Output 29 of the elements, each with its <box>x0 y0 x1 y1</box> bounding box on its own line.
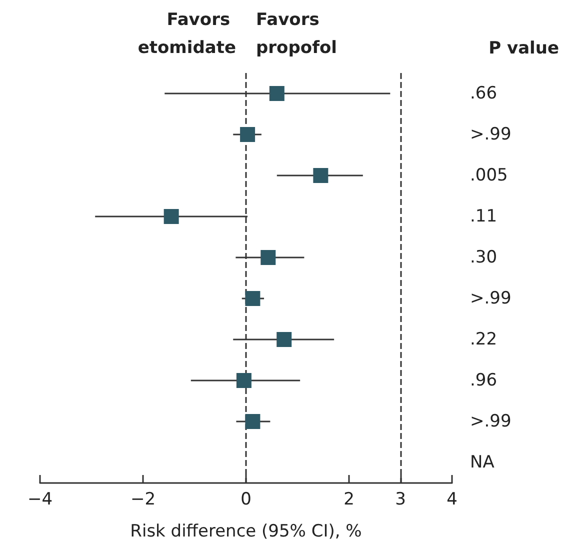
y-tick-label: >.99 <box>470 124 512 144</box>
point <box>260 250 276 265</box>
x-tick-label: 3 <box>395 490 406 510</box>
y-tick-label: NA <box>470 452 495 472</box>
text: Favors etomidate <box>138 10 236 58</box>
x-axis-title: Risk difference (95% CI), % <box>130 522 362 542</box>
point <box>240 127 256 142</box>
point <box>276 332 292 347</box>
y-tick-label: .30 <box>470 248 498 268</box>
point <box>313 168 328 183</box>
y-tick-label: .96 <box>470 370 498 390</box>
x-tick-label: 0 <box>240 490 252 510</box>
x-tick-label: −4 <box>27 490 53 510</box>
y-tick-label: >.99 <box>470 288 512 308</box>
point <box>269 86 284 101</box>
text: Favors propofol <box>256 10 337 58</box>
y-tick-label: .22 <box>470 330 498 350</box>
point <box>164 209 179 224</box>
point <box>245 291 260 306</box>
y-tick-label: .005 <box>470 166 508 186</box>
point <box>236 373 252 388</box>
y-tick-label: .66 <box>470 84 498 104</box>
x-tick-label: −2 <box>130 490 156 510</box>
y-tick-label: >.99 <box>470 412 512 432</box>
y-tick-label: .11 <box>470 206 498 226</box>
x-tick-label: 2 <box>344 490 354 510</box>
y2-axis-title: P value <box>488 38 559 58</box>
x-tick-label: 4 <box>446 490 458 510</box>
point <box>245 414 260 429</box>
